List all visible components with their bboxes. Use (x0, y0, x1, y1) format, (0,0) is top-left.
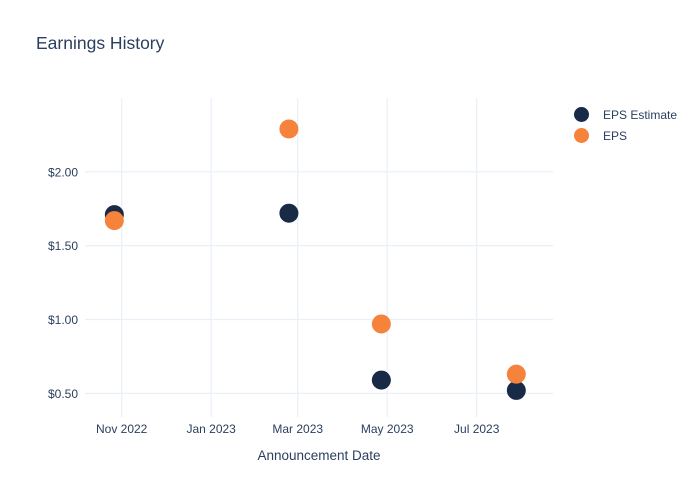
data-point-eps (371, 314, 391, 334)
x-tick-label: Nov 2022 (96, 422, 148, 436)
x-tick-label: Jul 2023 (454, 422, 500, 436)
y-tick-label: $1.00 (48, 313, 78, 327)
legend-label-eps-estimate: EPS Estimate (603, 107, 678, 122)
eps-estimate-legend-marker-icon (574, 107, 589, 122)
data-point-eps-estimate (506, 380, 526, 400)
data-point-eps (506, 364, 526, 384)
eps-legend-marker-icon (574, 128, 589, 143)
x-tick-label: Mar 2023 (272, 422, 323, 436)
data-point-eps (104, 211, 124, 231)
y-tick-label: $0.50 (48, 387, 78, 401)
data-point-eps-estimate (279, 203, 299, 223)
y-tick-label: $1.50 (48, 239, 78, 253)
data-point-eps-estimate (371, 370, 391, 390)
legend-item-eps[interactable]: EPS (574, 125, 677, 146)
y-tick-label: $2.00 (48, 165, 78, 179)
data-point-eps (279, 119, 299, 139)
legend-label-eps: EPS (603, 128, 628, 143)
chart-title: Earnings History (36, 33, 165, 53)
x-tick-label: Jan 2023 (186, 422, 236, 436)
x-axis-title: Announcement Date (257, 448, 381, 463)
x-tick-label: May 2023 (361, 422, 414, 436)
legend: EPS Estimate EPS (574, 104, 677, 146)
legend-item-eps-estimate[interactable]: EPS Estimate (574, 104, 677, 125)
